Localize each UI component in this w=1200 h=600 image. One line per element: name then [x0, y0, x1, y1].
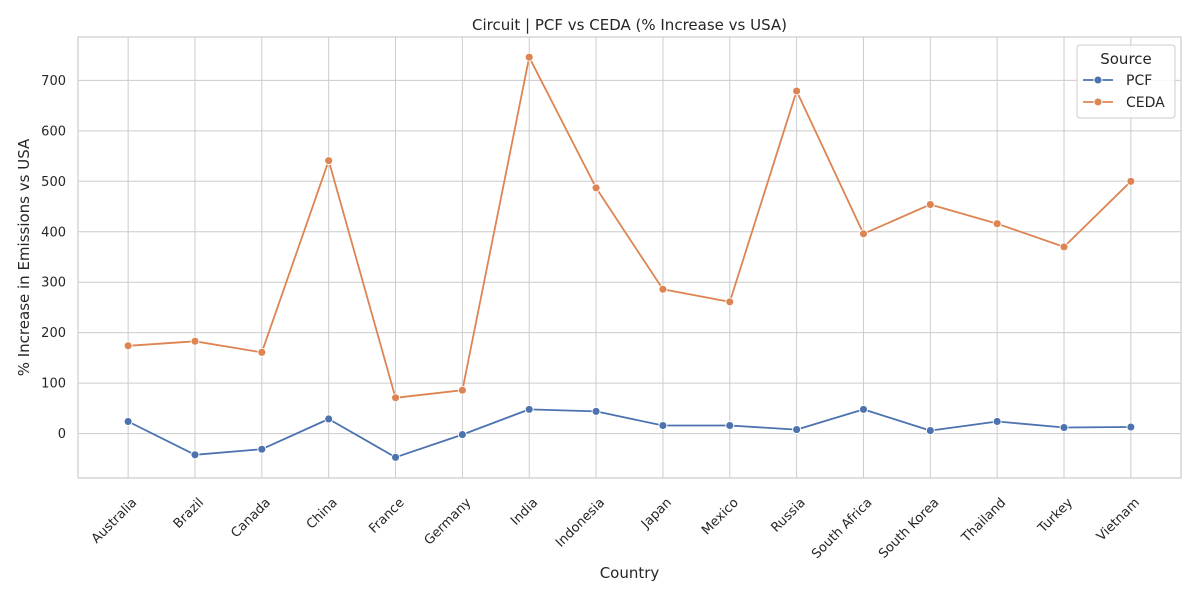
x-tick-label: Mexico	[699, 495, 742, 538]
data-point-ceda	[123, 341, 133, 351]
y-tick-label: 200	[41, 326, 66, 341]
data-point-pcf	[190, 450, 200, 460]
y-tick-labels: 0 100 200 300 400 500 600 700	[41, 74, 66, 442]
data-point-pcf	[123, 417, 133, 426]
data-point-pcf	[524, 404, 534, 414]
x-tick-label: China	[304, 495, 341, 532]
y-tick-label: 100	[41, 377, 66, 392]
y-tick-label: 0	[58, 427, 66, 442]
data-point-ceda	[792, 86, 802, 96]
data-point-ceda	[992, 219, 1002, 229]
x-tick-label: Vietnam	[1094, 495, 1143, 544]
data-point-pcf	[324, 414, 334, 424]
data-point-ceda	[524, 52, 534, 62]
x-tick-labels: Australia Brazil Canada China France Germany I…	[89, 495, 1143, 562]
legend-title: Source	[1100, 50, 1152, 68]
series-line-pcf	[127, 408, 1131, 459]
data-point-ceda	[190, 336, 200, 346]
data-point-pcf	[1126, 422, 1136, 432]
x-tick-label: South Africa	[809, 495, 875, 561]
x-tick-label: Canada	[228, 495, 274, 541]
y-tick-label: 400	[41, 225, 66, 240]
x-tick-label: Germany	[422, 495, 475, 548]
x-tick-label: Australia	[89, 495, 140, 546]
x-tick-label: Turkey	[1035, 495, 1076, 536]
data-point-ceda	[925, 200, 935, 209]
x-tick-label: Indonesia	[553, 495, 608, 550]
data-point-ceda	[658, 284, 668, 294]
data-point-pcf	[992, 417, 1002, 426]
data-point-ceda	[457, 385, 467, 395]
data-point-ceda	[391, 393, 400, 403]
data-point-pcf	[391, 452, 400, 462]
grid-lines	[78, 37, 1181, 478]
data-point-ceda	[591, 183, 601, 193]
chart-title: Circuit | PCF vs CEDA (% Increase vs USA…	[472, 16, 787, 34]
y-tick-label: 600	[41, 124, 66, 139]
data-point-pcf	[457, 430, 467, 440]
legend-item-ceda: CEDA	[1083, 95, 1165, 111]
x-tick-label: South Korea	[876, 495, 942, 561]
data-point-ceda	[725, 297, 735, 307]
series-line-ceda	[128, 56, 1132, 399]
data-point-pcf	[925, 426, 935, 436]
legend: Source PCF CEDA	[1076, 44, 1176, 119]
x-tick-label: Russia	[768, 495, 808, 535]
x-tick-label: France	[366, 495, 407, 536]
series-pcf	[123, 404, 1136, 462]
y-tick-label: 300	[41, 276, 66, 291]
data-point-ceda	[1059, 242, 1069, 252]
plot-background	[78, 37, 1181, 478]
data-point-pcf	[1059, 423, 1069, 432]
data-point-pcf	[859, 404, 868, 414]
y-axis-label: % Increase in Emissions vs USA	[15, 138, 33, 376]
x-tick-label: India	[508, 495, 541, 528]
series-ceda	[123, 52, 1136, 403]
data-point-pcf	[725, 421, 735, 430]
legend-item-pcf: PCF	[1083, 73, 1152, 89]
series-layer	[123, 52, 1136, 462]
x-tick-label: Thailand	[958, 495, 1009, 546]
x-axis-label: Country	[600, 564, 660, 582]
data-point-ceda	[1126, 176, 1136, 186]
data-point-ceda	[859, 229, 868, 239]
plot-frame	[77, 36, 1182, 479]
data-point-pcf	[257, 444, 267, 454]
data-point-ceda	[324, 156, 334, 166]
legend-items: PCF CEDA	[1083, 73, 1165, 111]
y-tick-label: 500	[41, 175, 66, 190]
legend-label: PCF	[1126, 73, 1152, 89]
data-point-pcf	[658, 421, 668, 430]
data-point-pcf	[591, 406, 601, 416]
y-tick-label: 700	[41, 74, 66, 89]
data-point-ceda	[257, 347, 267, 357]
legend-swatch-marker	[1093, 97, 1103, 107]
legend-label: CEDA	[1126, 95, 1165, 111]
legend-swatch-marker	[1093, 75, 1103, 85]
data-point-pcf	[792, 425, 802, 435]
x-tick-label: Brazil	[171, 495, 207, 531]
x-tick-label: Japan	[638, 495, 675, 532]
